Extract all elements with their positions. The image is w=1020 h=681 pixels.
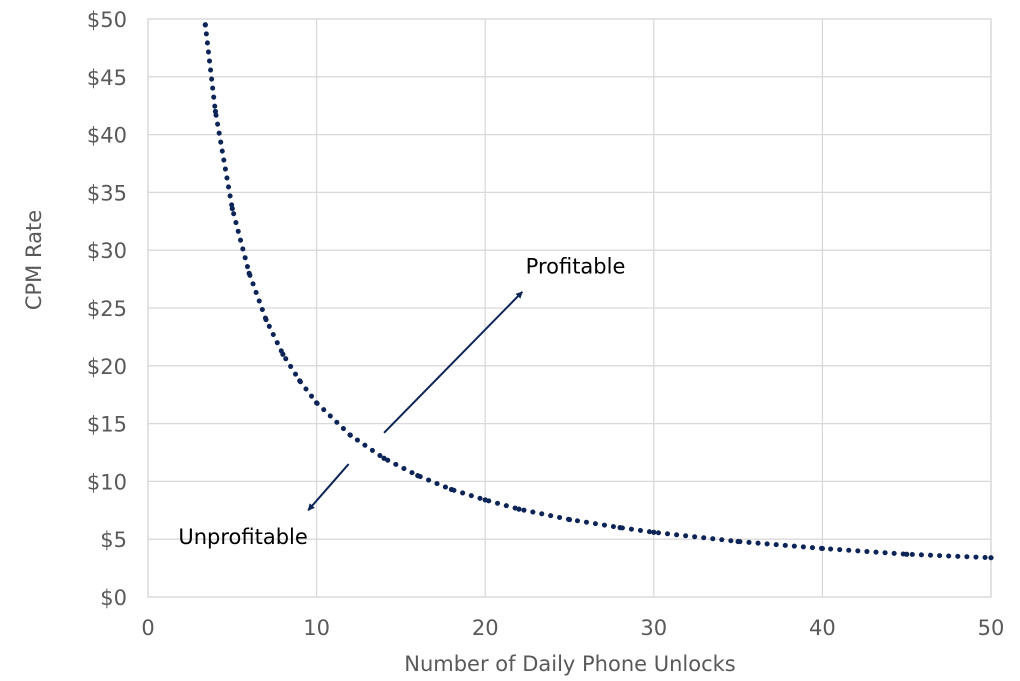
data-point (297, 378, 303, 384)
data-point (347, 432, 353, 438)
data-point (819, 545, 826, 552)
data-point (415, 473, 421, 479)
y-tick-label: $40 (87, 124, 127, 148)
data-point (735, 538, 741, 545)
x-tick-label: 20 (472, 616, 499, 640)
data-point (212, 108, 219, 115)
x-tick-label: 40 (809, 616, 836, 640)
data-point (651, 529, 657, 535)
y-tick-label: $35 (87, 181, 127, 205)
annotation-arrow (307, 463, 350, 511)
x-axis-title: Number of Daily Phone Unlocks (404, 652, 736, 676)
y-axis-title: CPM Rate (22, 210, 46, 310)
data-point (482, 497, 488, 503)
data-point (202, 22, 208, 28)
y-tick-label: $50 (87, 8, 127, 32)
y-tick-label: $5 (100, 528, 127, 552)
annotation-arrows (307, 291, 524, 511)
y-axis-ticks: $0 $5 $10 $15 $20 $25 $30 $35 $40 $45 $50 (87, 8, 127, 610)
data-point (448, 486, 455, 493)
data-point (263, 316, 269, 323)
data-point (516, 506, 522, 512)
y-tick-label: $15 (87, 413, 127, 437)
x-tick-label: 50 (978, 616, 1005, 640)
annotations: Profitable Unprofitable (178, 254, 625, 549)
data-point (988, 555, 994, 561)
plot-border (147, 18, 992, 598)
y-tick-label: $30 (87, 239, 127, 263)
data-point (314, 400, 320, 406)
data-series (202, 22, 994, 561)
y-tick-label: $10 (87, 470, 127, 494)
x-axis-ticks: 0 10 20 30 40 50 (141, 616, 1004, 640)
x-tick-label: 30 (640, 616, 667, 640)
data-point (280, 351, 286, 357)
data-point (617, 525, 623, 531)
plot-area (147, 18, 992, 598)
series-line (202, 22, 994, 561)
x-tick-label: 0 (141, 616, 154, 640)
y-tick-label: $20 (87, 355, 127, 379)
data-point (381, 455, 387, 461)
annotation-arrow (383, 291, 524, 434)
data-point (904, 551, 910, 557)
annotation-label: Unprofitable (178, 525, 307, 549)
annotation-label: Profitable (526, 254, 626, 278)
y-tick-label: $0 (100, 586, 127, 610)
gridlines (147, 18, 992, 598)
y-tick-label: $45 (87, 66, 127, 90)
data-point (566, 516, 573, 523)
data-point (246, 270, 252, 276)
y-tick-label: $25 (87, 297, 127, 321)
data-point (229, 205, 235, 212)
x-tick-label: 10 (303, 616, 330, 640)
